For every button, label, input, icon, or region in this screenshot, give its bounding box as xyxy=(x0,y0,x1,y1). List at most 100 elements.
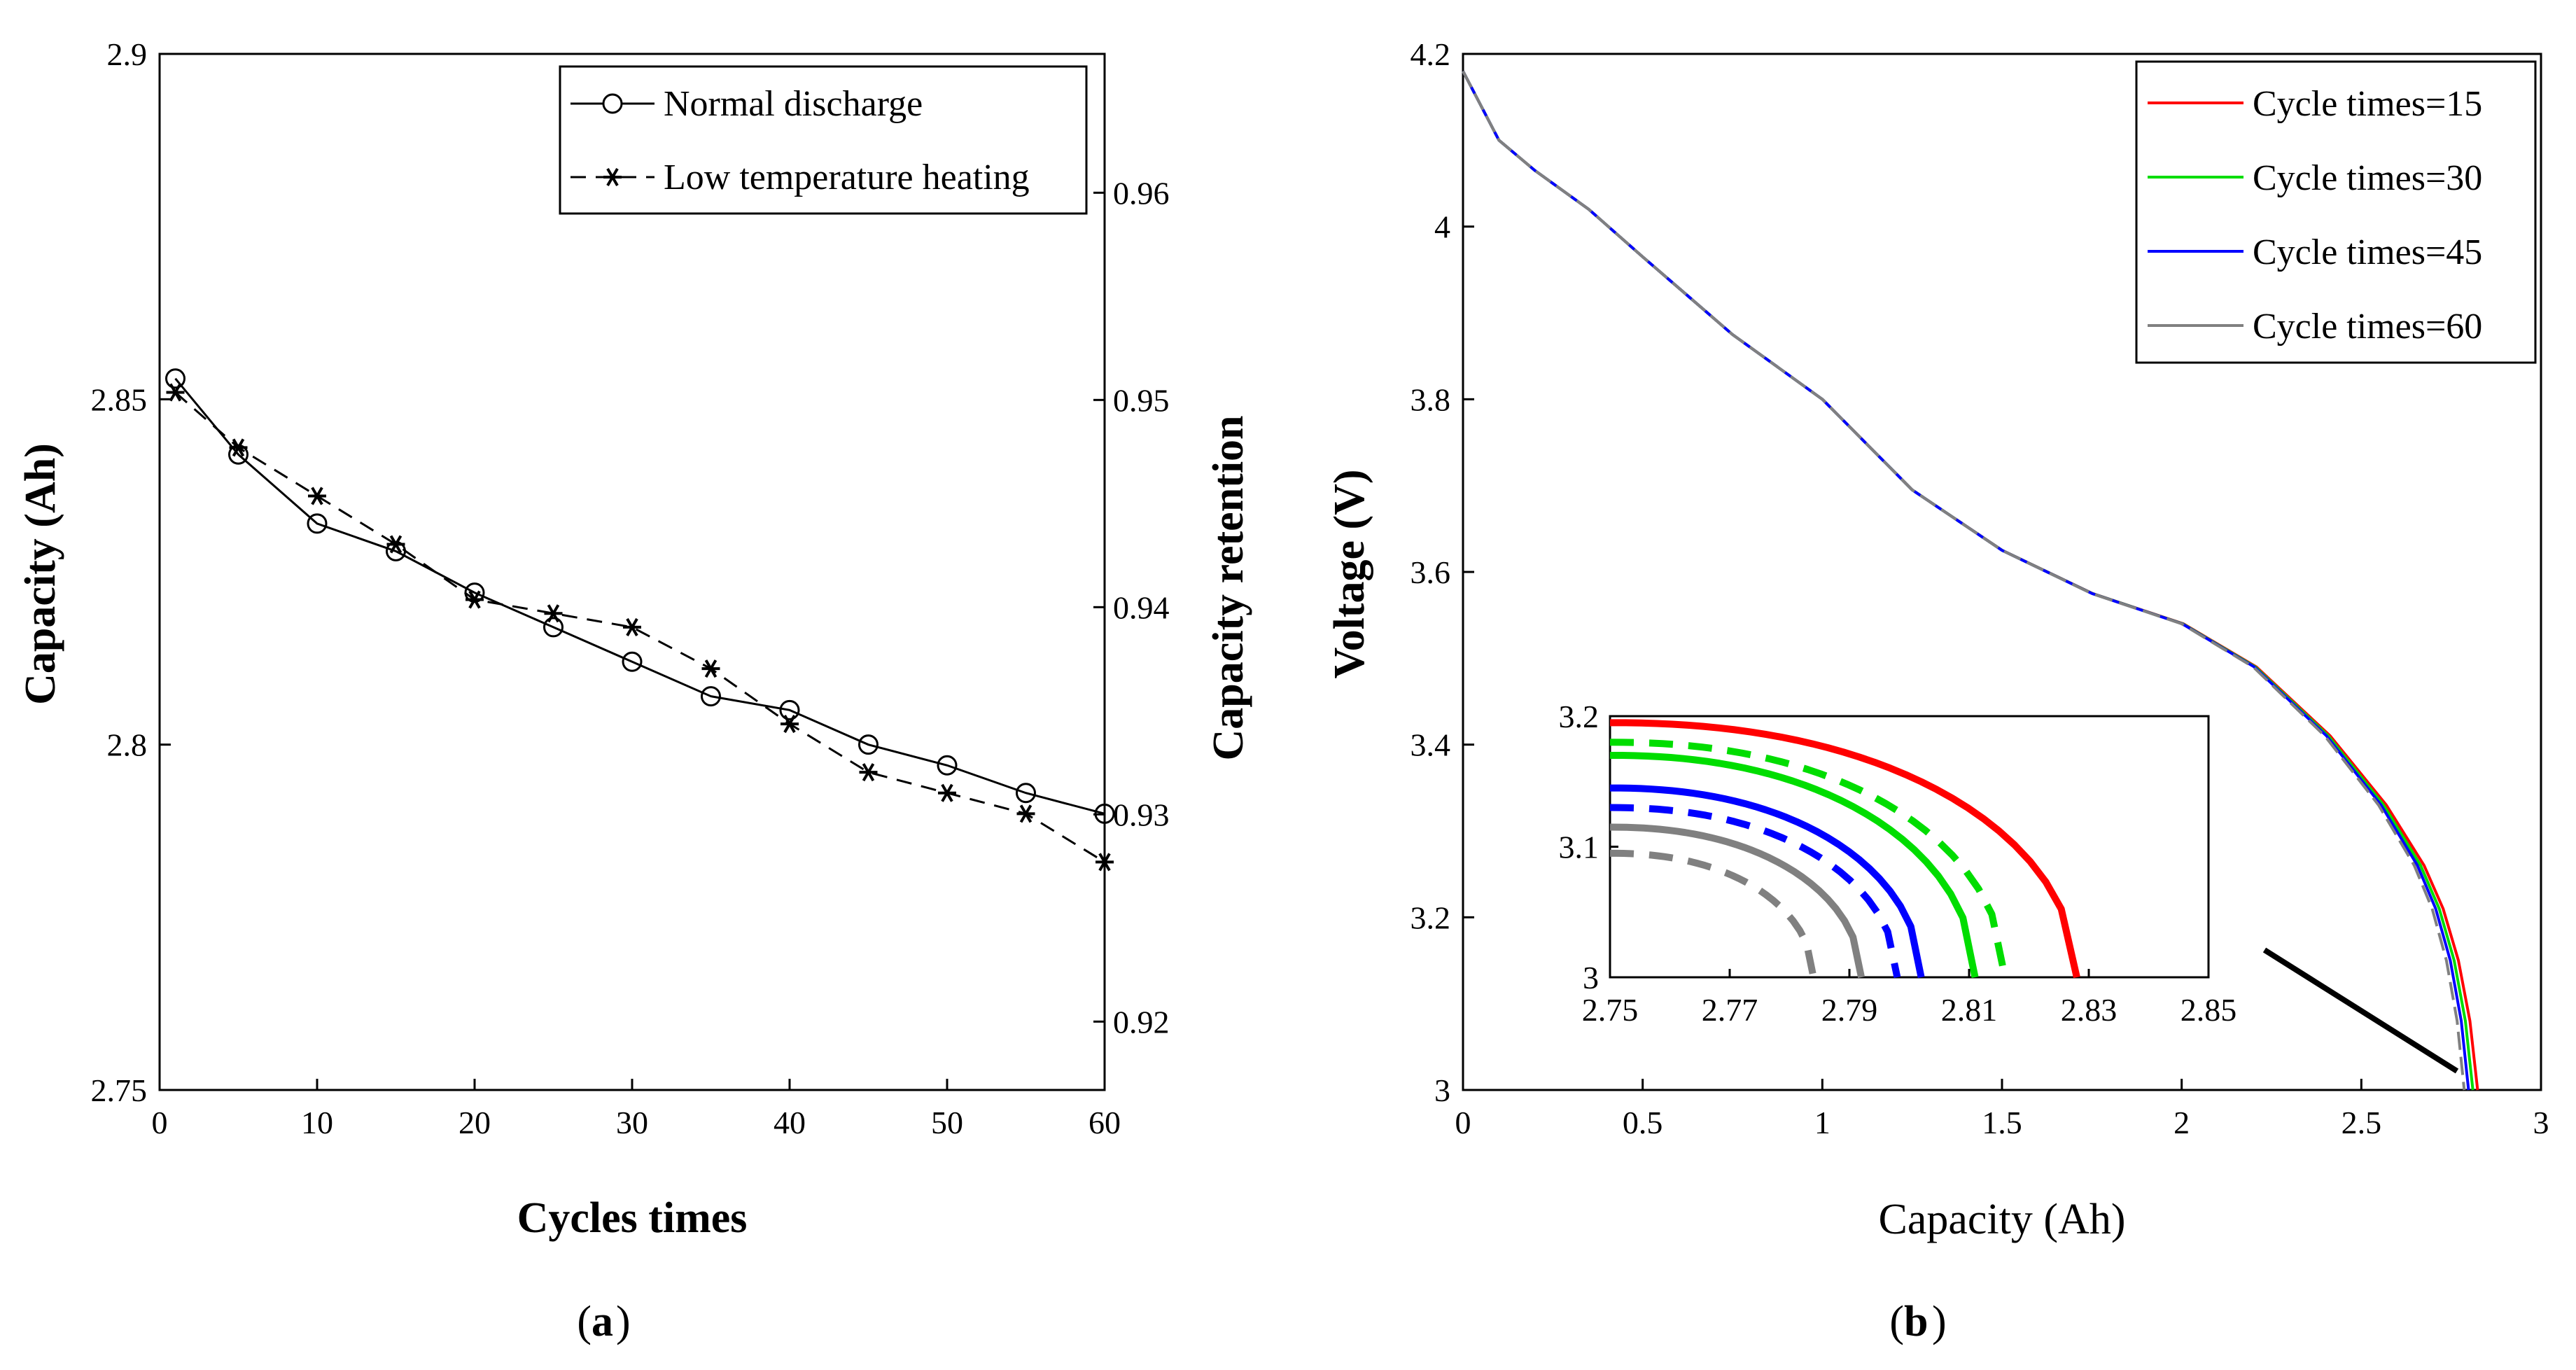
y2-tick-label: 0.96 xyxy=(1113,175,1170,211)
data-point-low-temperature-heating-stroke xyxy=(468,590,481,609)
x-tick-label: 20 xyxy=(458,1105,491,1140)
inset-curve-cycle-60-solid xyxy=(1609,823,1865,979)
y-tick-label: 3.4 xyxy=(1410,727,1451,763)
inset-pointer-arrow xyxy=(2262,947,2459,1074)
y-tick-label: 3.2 xyxy=(1410,900,1451,935)
inset-curve-cycle-45-dashed xyxy=(1609,804,1901,979)
x-tick-label: 1.5 xyxy=(1982,1105,2022,1140)
legend-label-cycle-60: Cycle times=60 xyxy=(2253,307,2482,347)
x-tick-label: 50 xyxy=(931,1105,963,1140)
data-point-low-temperature-heating-stroke xyxy=(311,487,323,505)
legend-label-cycle-45: Cycle times=45 xyxy=(2253,232,2482,272)
legend-marker-star xyxy=(603,167,622,187)
data-point-low-temperature-heating xyxy=(386,535,405,554)
panel-a-y2-axis-label: Capacity retention xyxy=(1205,415,1252,760)
x-tick-label: 30 xyxy=(616,1105,648,1140)
panel-a-series xyxy=(165,368,1115,872)
legend-label-normal-discharge: Normal discharge xyxy=(664,84,923,124)
y-tick-label: 2.85 xyxy=(91,382,148,417)
data-point-low-temperature-heating xyxy=(938,783,956,802)
data-point-normal-discharge xyxy=(622,651,643,672)
panel-b-legend-box xyxy=(2135,60,2537,364)
data-point-normal-discharge xyxy=(543,617,564,638)
panel-b-chart: 0 0.5 1 1.5 2 2.5 3 3 3.2 3.4 3.6 3.8 4 4.2 Capacity… xyxy=(1326,36,2549,1345)
panel-a-x-axis-label: Cycles times xyxy=(517,1194,748,1242)
panel-b-letter: b xyxy=(1904,1298,1928,1345)
data-point-low-temperature-heating-stroke xyxy=(941,783,953,802)
panel-a-y-ticks: 2.75 2.8 2.85 2.9 xyxy=(91,36,171,1108)
y2-tick-label: 0.93 xyxy=(1113,797,1170,832)
y2-tick-label: 0.95 xyxy=(1113,382,1170,418)
data-point-normal-discharge xyxy=(701,686,721,707)
x-tick-label: 40 xyxy=(774,1105,806,1140)
panel-b-y-ticks: 3 3.2 3.4 3.6 3.8 4 4.2 xyxy=(1410,36,1474,1108)
data-point-low-temperature-heating-stroke xyxy=(626,617,638,636)
series-line-normal-discharge xyxy=(174,377,1105,815)
x-tick-label: 2.5 xyxy=(2342,1105,2382,1140)
y-tick-label: 4 xyxy=(1434,209,1450,245)
panel-a-legend: Normal discharge Low temperature heating xyxy=(559,65,1088,215)
inset-x-tick-label: 2.79 xyxy=(1821,992,1878,1028)
y2-tick-label: 0.92 xyxy=(1113,1004,1170,1040)
inset-curve-cycle-45-solid xyxy=(1609,784,1925,979)
legend-label-cycle-30: Cycle times=30 xyxy=(2253,158,2482,198)
inset-y-ticks: 3 3.1 3.2 xyxy=(1559,699,1618,995)
data-point-normal-discharge xyxy=(779,699,800,720)
data-point-normal-discharge xyxy=(937,755,958,776)
inset-x-tick-label: 2.83 xyxy=(2061,992,2118,1028)
y2-tick-label: 0.94 xyxy=(1113,589,1170,625)
panel-b-series xyxy=(1462,70,2479,1091)
data-point-low-temperature-heating-stroke xyxy=(862,763,875,782)
inset-y-tick-label: 3.2 xyxy=(1559,699,1600,734)
y-tick-label: 2.9 xyxy=(107,36,148,72)
inset-curves xyxy=(1609,719,2080,979)
svg-text:(: ( xyxy=(1889,1298,1904,1345)
y-tick-label: 3.8 xyxy=(1410,382,1451,417)
panel-b-x-ticks: 0 0.5 1 1.5 2 2.5 3 xyxy=(1455,1079,2549,1140)
data-point-low-temperature-heating-stroke xyxy=(783,715,796,734)
x-tick-label: 0.5 xyxy=(1623,1105,1663,1140)
x-tick-label: 60 xyxy=(1088,1105,1121,1140)
inset-y-tick-label: 3.1 xyxy=(1559,830,1600,865)
data-point-low-temperature-heating-stroke xyxy=(389,535,402,554)
panel-a-y-axis-label: Capacity (Ah) xyxy=(17,443,64,705)
inset-curve-cycle-30-solid xyxy=(1609,751,1979,979)
legend-label-low-temperature-heating: Low temperature heating xyxy=(664,158,1030,197)
data-point-low-temperature-heating-stroke xyxy=(1098,853,1111,872)
x-tick-label: 0 xyxy=(1455,1105,1471,1140)
panel-b-caption: ( b ) xyxy=(1889,1298,1946,1345)
svg-text:(: ( xyxy=(577,1298,592,1345)
panel-b-y-axis-label: Voltage (V) xyxy=(1326,469,1373,678)
voltage-curve-cycle-60 xyxy=(1462,70,2466,1091)
data-point-low-temperature-heating-stroke xyxy=(704,659,718,678)
data-point-normal-discharge xyxy=(1016,783,1036,804)
inset-zoom-chart: 2.75 2.77 2.79 2.81 2.83 2.85 3 3.1 3.2 xyxy=(1559,699,2237,1028)
panel-a-y2-ticks: 0.92 0.93 0.94 0.95 0.96 xyxy=(1093,175,1170,1040)
y-tick-label: 3 xyxy=(1434,1072,1450,1108)
data-point-low-temperature-heating xyxy=(780,715,799,734)
data-point-normal-discharge xyxy=(307,513,328,534)
data-point-low-temperature-heating xyxy=(544,604,563,623)
svg-text:): ) xyxy=(1932,1298,1947,1345)
inset-y-tick-label: 3 xyxy=(1583,960,1599,995)
panel-a-x-ticks: 0 10 20 30 40 50 60 xyxy=(152,1079,1121,1140)
inset-x-tick-label: 2.81 xyxy=(1941,992,1998,1028)
data-point-low-temperature-heating xyxy=(308,487,326,505)
x-tick-label: 3 xyxy=(2533,1105,2549,1140)
data-point-low-temperature-heating xyxy=(465,590,484,609)
svg-text:): ) xyxy=(616,1298,631,1345)
data-point-low-temperature-heating-stroke xyxy=(169,383,182,402)
y-tick-label: 3.6 xyxy=(1410,554,1451,590)
data-point-low-temperature-heating xyxy=(701,659,720,678)
data-point-low-temperature-heating xyxy=(859,763,878,782)
legend-label-cycle-15: Cycle times=15 xyxy=(2253,84,2482,124)
panel-a-legend-box xyxy=(559,65,1088,215)
x-tick-label: 0 xyxy=(152,1105,168,1140)
data-point-normal-discharge xyxy=(1094,803,1115,824)
x-tick-label: 1 xyxy=(1814,1105,1830,1140)
data-point-low-temperature-heating xyxy=(229,438,248,457)
panel-b-legend: Cycle times=15 Cycle times=30 Cycle times=… xyxy=(2135,60,2537,364)
inset-curve-cycle-30-dashed xyxy=(1609,739,2009,979)
x-tick-label: 10 xyxy=(301,1105,333,1140)
